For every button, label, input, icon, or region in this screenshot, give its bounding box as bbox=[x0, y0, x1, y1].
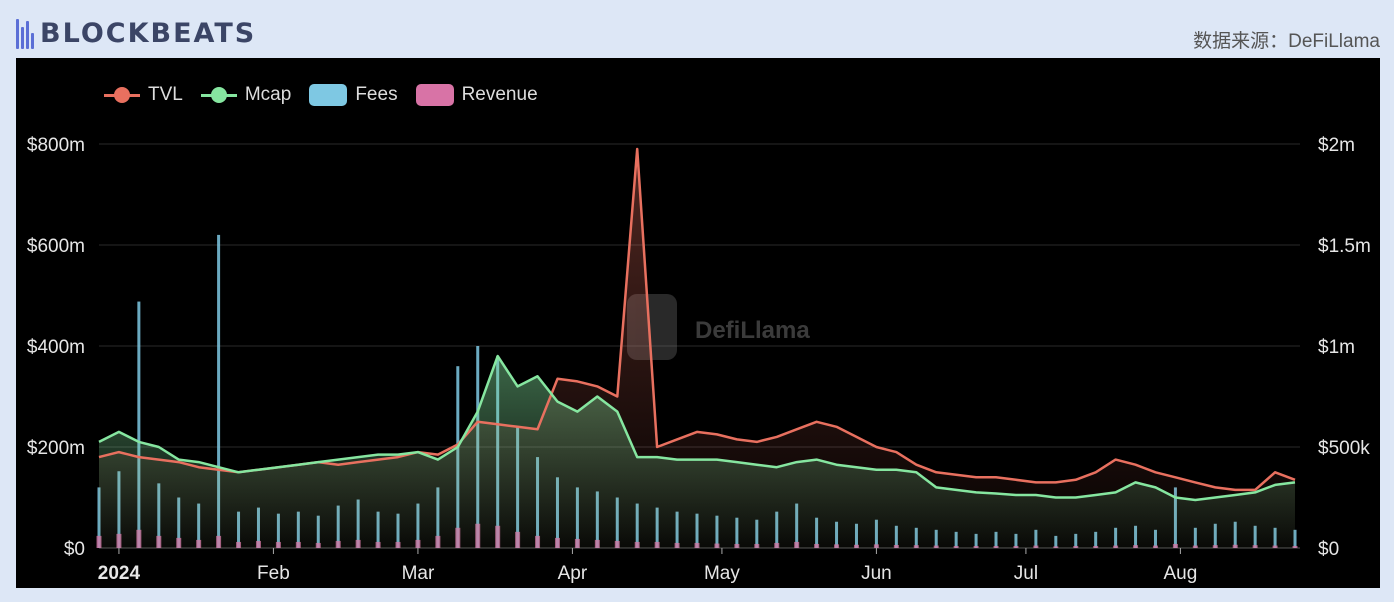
blockbeats-logo: BLOCKBEATS bbox=[16, 18, 256, 49]
mcap-line bbox=[98, 354, 1296, 502]
legend-label: TVL bbox=[148, 84, 183, 105]
legend: TVL Mcap Fees Revenue bbox=[104, 84, 546, 106]
mcap-area bbox=[99, 356, 1296, 548]
logo-text: BLOCKBEATS bbox=[40, 18, 257, 49]
legend-fees[interactable]: Fees bbox=[309, 84, 398, 106]
x-tick-label: Mar bbox=[402, 563, 435, 584]
legend-label: Mcap bbox=[244, 84, 292, 105]
fees-bar bbox=[137, 301, 141, 548]
y-right-tick-label: $500k bbox=[1318, 438, 1370, 459]
fees-bar bbox=[1293, 529, 1297, 548]
defillama-watermark: DefiLlama bbox=[627, 294, 810, 360]
x-tick-label: Aug bbox=[1163, 563, 1197, 584]
x-tick-label: Feb bbox=[257, 563, 290, 584]
revenue-bar bbox=[1292, 545, 1298, 548]
y-right-tick-label: $1.5m bbox=[1318, 236, 1371, 257]
x-tick-label: Jun bbox=[861, 563, 892, 584]
data-source: 数据来源：DeFiLlama bbox=[1193, 31, 1380, 52]
x-tick-label: Jul bbox=[1014, 563, 1038, 584]
legend-label: Fees bbox=[355, 84, 398, 105]
y-right-tick-label: $1m bbox=[1318, 337, 1355, 358]
y-right-tick-label: $0 bbox=[1318, 539, 1339, 560]
mcap-line-icon bbox=[200, 86, 237, 103]
legend-mcap[interactable]: Mcap bbox=[200, 84, 292, 106]
tvl-line-icon bbox=[104, 86, 140, 103]
y-left-tick-label: $400m bbox=[27, 337, 85, 358]
x-tick-label: Apr bbox=[558, 563, 588, 584]
y-left-tick-label: $200m bbox=[27, 438, 85, 459]
revenue-swatch-icon bbox=[415, 84, 454, 106]
y-left-tick-label: $0 bbox=[64, 539, 85, 560]
fees-swatch-icon bbox=[309, 84, 348, 106]
legend-label: Revenue bbox=[461, 84, 538, 105]
x-tick-label: May bbox=[704, 563, 740, 584]
y-left-tick-label: $800m bbox=[27, 135, 85, 156]
y-right-tick-label: $2m bbox=[1318, 135, 1355, 156]
x-tick-label: 2024 bbox=[98, 563, 141, 584]
watermark-text: DefiLlama bbox=[695, 317, 810, 344]
logo-bars-icon bbox=[16, 18, 34, 49]
y-left-tick-label: $600m bbox=[27, 236, 85, 257]
legend-revenue[interactable]: Revenue bbox=[415, 84, 538, 106]
fees-bar bbox=[217, 234, 221, 548]
legend-tvl[interactable]: TVL bbox=[104, 84, 183, 106]
